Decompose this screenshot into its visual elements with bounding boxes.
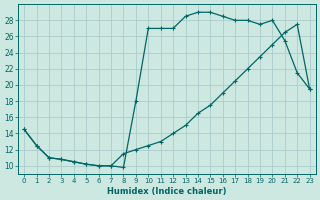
- X-axis label: Humidex (Indice chaleur): Humidex (Indice chaleur): [107, 187, 227, 196]
